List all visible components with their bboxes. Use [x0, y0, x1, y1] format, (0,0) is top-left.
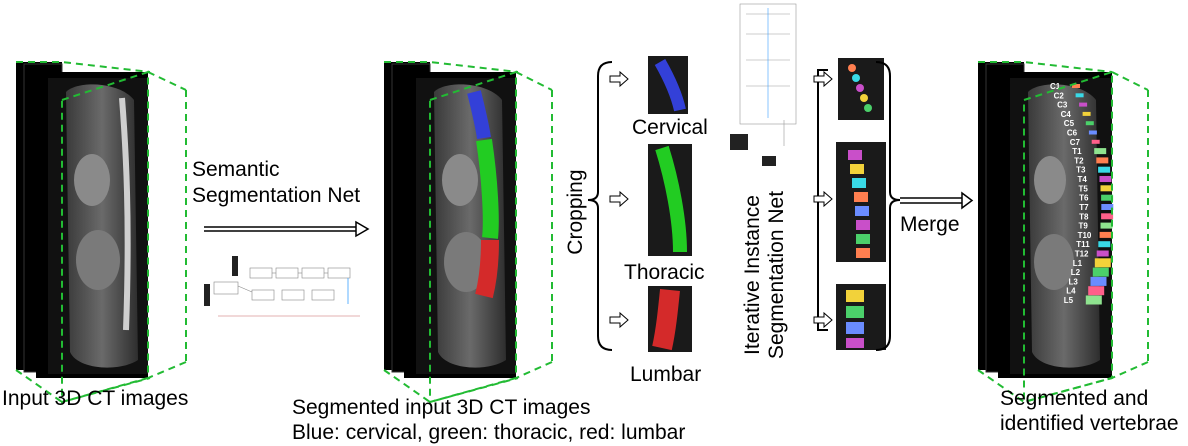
cropping-label: Cropping: [563, 169, 587, 255]
merge-label: Merge: [900, 213, 960, 236]
vertebra-t7: [1101, 204, 1114, 210]
vertebra-t8: [1101, 213, 1114, 220]
vertebra-c6: [1088, 130, 1097, 135]
vertebra-label-c6: C6: [1067, 129, 1078, 138]
vertebra-c5: [1085, 121, 1094, 126]
vertebra-label-c3: C3: [1057, 101, 1068, 110]
vertebra-l4: [1088, 286, 1105, 296]
vertebra-t3: [1098, 166, 1111, 173]
crop-lumbar: [648, 286, 692, 352]
vertebra-t9: [1100, 222, 1113, 229]
vertebra-label-c2: C2: [1054, 91, 1065, 100]
crop-arrows: [609, 70, 629, 329]
instance-arrows: [813, 69, 833, 331]
merge-arrow: [900, 191, 974, 210]
vertebra-label-l5: L5: [1064, 296, 1074, 305]
output-ct-stack: C1C2C3C4C5C6C7T1T2T3T4T5T6T7T8T9T10T11T1…: [977, 61, 1149, 404]
color-legend-label: Blue: cervical, green: thoracic, red: lu…: [292, 421, 686, 444]
iterative-net-label-line1: Iterative Instance: [741, 195, 764, 355]
vertebra-label-t10: T10: [1078, 231, 1092, 240]
cropping-brace: [587, 61, 613, 351]
vertebra-label-t7: T7: [1079, 203, 1089, 212]
vertebra-label-t9: T9: [1079, 222, 1089, 231]
vertebra-c1: [1072, 84, 1080, 88]
vertebra-label-t2: T2: [1074, 156, 1084, 165]
instance-cervical: [838, 58, 884, 120]
vertebra-t11: [1098, 241, 1111, 248]
input-label: Input 3D CT images: [2, 387, 189, 410]
vertebra-t2: [1096, 157, 1109, 164]
thoracic-label: Thoracic: [624, 261, 705, 284]
instance-thoracic: [836, 142, 886, 262]
vertebra-c3: [1079, 102, 1088, 107]
vertebra-t1: [1094, 148, 1107, 155]
cervical-label: Cervical: [632, 116, 708, 139]
vertebra-label-t1: T1: [1072, 147, 1082, 156]
vertebra-t5: [1100, 185, 1113, 192]
semantic-arrow: [204, 220, 370, 238]
segmented-ct-stack: [383, 61, 553, 404]
vertebra-c4: [1082, 111, 1091, 116]
vertebra-label-t4: T4: [1078, 175, 1088, 184]
vertebra-t6: [1101, 194, 1114, 201]
output-label-line2: identified vertebrae: [1000, 412, 1179, 435]
vertebra-label-t11: T11: [1076, 240, 1090, 249]
vertebra-label-l2: L2: [1071, 268, 1081, 277]
vertebra-label-l4: L4: [1066, 287, 1076, 296]
vertebra-c7: [1091, 139, 1100, 144]
semantic-net-architecture-thumbnail: [204, 256, 360, 317]
crop-thoracic: [648, 144, 692, 256]
instance-lumbar: [836, 284, 886, 350]
iterative-net-label: Iterative Instance Segmentation Net: [741, 175, 791, 375]
ct-slice-output: [1010, 78, 1112, 374]
iterative-net-label-line2: Segmentation Net: [765, 190, 788, 360]
vertebra-colored-instances: [1072, 84, 1114, 305]
vertebra-l1: [1094, 258, 1111, 268]
vertebra-label-l3: L3: [1069, 277, 1079, 286]
vertebra-t4: [1099, 176, 1112, 182]
semantic-net-label-line1: Semantic: [192, 158, 280, 181]
crop-cervical: [648, 56, 688, 114]
iterative-net-architecture-thumbnail: [730, 3, 797, 166]
vertebra-t10: [1099, 231, 1112, 238]
vertebra-label-c1: C1: [1050, 82, 1061, 91]
vertebra-l2: [1092, 267, 1109, 277]
merge-brace: [875, 61, 901, 351]
vertebra-t12: [1096, 250, 1109, 257]
vertebra-label-t3: T3: [1076, 166, 1086, 175]
vertebra-labels: C1C2C3C4C5C6C7T1T2T3T4T5T6T7T8T9T10T11T1…: [1050, 82, 1092, 305]
vertebra-label-t8: T8: [1079, 212, 1089, 221]
vertebra-c2: [1075, 93, 1084, 98]
input-ct-stack: [15, 61, 187, 404]
vertebra-label-c5: C5: [1064, 119, 1075, 128]
output-label-line1: Segmented and: [1000, 387, 1149, 410]
ct-slice-input: [48, 78, 148, 374]
vertebra-label-t5: T5: [1079, 184, 1089, 193]
semantic-net-label-line2: Segmentation Net: [192, 184, 361, 207]
vertebra-label-t6: T6: [1079, 194, 1089, 203]
vertebra-label-l1: L1: [1073, 259, 1083, 268]
ct-slice-segmented: [416, 78, 516, 374]
vertebra-label-c4: C4: [1061, 110, 1072, 119]
vertebra-l5: [1085, 295, 1102, 305]
vertebra-l3: [1090, 276, 1107, 286]
vertebra-label-t12: T12: [1075, 250, 1089, 259]
segmented-input-label: Segmented input 3D CT images: [292, 396, 591, 419]
lumbar-label: Lumbar: [630, 363, 702, 386]
vertebra-label-c7: C7: [1070, 138, 1081, 147]
